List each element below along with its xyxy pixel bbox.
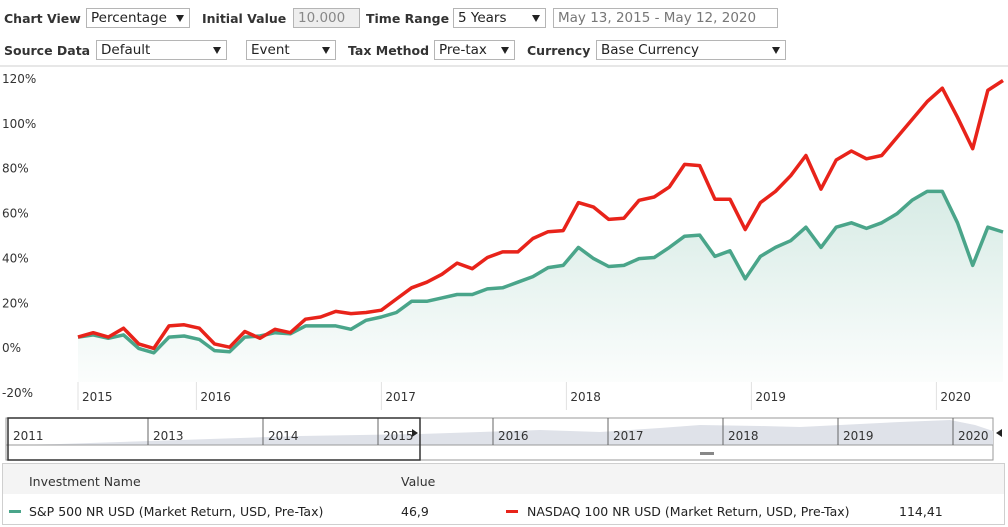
navigator-label: 2014 [268, 429, 299, 443]
y-tick-label: 60% [2, 207, 29, 221]
input[interactable]: May 13, 2015 - May 12, 2020 [553, 8, 778, 28]
y-tick-label: 40% [2, 251, 29, 265]
legend-label[interactable]: NASDAQ 100 NR USD (Market Return, USD, P… [527, 504, 850, 519]
navigator-label: 2016 [498, 429, 529, 443]
x-tick-label: 2019 [755, 390, 786, 404]
legend-swatch [9, 510, 21, 513]
navigator-handle-right[interactable] [996, 429, 1002, 437]
navigator-silhouette [6, 420, 993, 445]
x-tick-label: 2015 [82, 390, 113, 404]
select[interactable]: Base Currency [596, 40, 786, 60]
label: Source Data [4, 43, 91, 58]
x-tick-label: 2017 [385, 390, 416, 404]
select[interactable]: Default [96, 40, 227, 60]
table-header-cell: Investment Name [29, 474, 141, 489]
y-tick-label: 0% [2, 341, 21, 355]
label: Currency [527, 43, 591, 58]
x-tick-label: 2018 [570, 390, 601, 404]
table-cell: 46,9 [401, 504, 429, 519]
y-tick-label: 100% [2, 117, 36, 131]
select[interactable]: Percentage [86, 8, 190, 28]
table-cell: 114,41 [899, 504, 943, 519]
x-tick-label: 2020 [940, 390, 971, 404]
navigator-label: 2017 [613, 429, 644, 443]
y-tick-label: 20% [2, 296, 29, 310]
label: Tax Method [348, 43, 430, 58]
navigator-label: 2019 [843, 429, 874, 443]
y-tick-label: 120% [2, 72, 36, 86]
select[interactable]: Pre-tax [434, 40, 515, 60]
y-tick-label: 80% [2, 162, 29, 176]
table-header-cell: Value [401, 474, 436, 489]
navigator-label: 2015 [383, 429, 414, 443]
legend-label[interactable]: S&P 500 NR USD (Market Return, USD, Pre-… [29, 504, 324, 519]
navigator-label: 2018 [728, 429, 759, 443]
legend-swatch [506, 510, 518, 513]
navigator-label: 2013 [153, 429, 184, 443]
line [77, 79, 1004, 351]
input[interactable]: 10.000 [293, 8, 360, 28]
navigator-label: 2011 [13, 429, 44, 443]
y-tick-label: -20% [2, 386, 33, 400]
line [77, 189, 1004, 355]
x-tick-label: 2016 [200, 390, 231, 404]
navigator-handle-left[interactable] [412, 429, 418, 437]
label: Chart View [4, 11, 81, 26]
select[interactable]: 5 Years [453, 8, 546, 28]
legend-table: Investment Name Value S&P 500 NR USD (Ma… [2, 463, 1005, 525]
navigator-grip[interactable] [700, 452, 714, 455]
label: Time Range [366, 11, 450, 26]
table-header [3, 464, 1004, 494]
select[interactable]: Event [246, 40, 336, 60]
navigator-window[interactable] [7, 417, 421, 461]
label: Initial Value [202, 11, 287, 26]
area [78, 191, 1003, 382]
navigator-label: 2020 [958, 429, 989, 443]
